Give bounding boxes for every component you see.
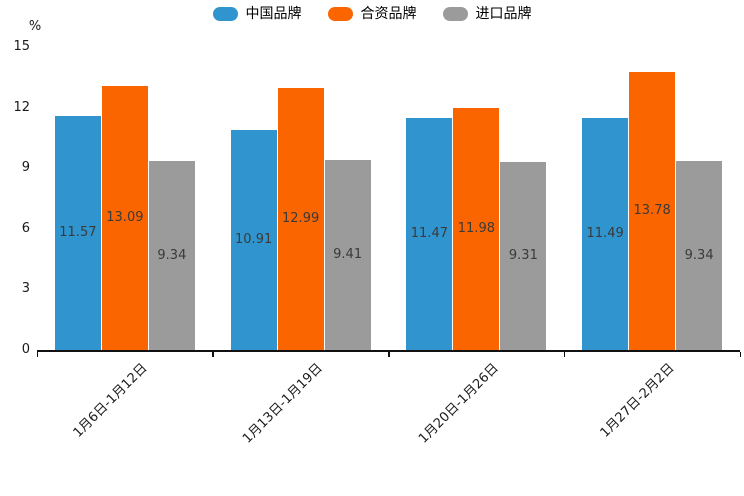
- bar-value-label: 9.34: [684, 247, 714, 263]
- x-tick-label: 1月20日-1月26日: [416, 360, 502, 447]
- y-tick-label: 15: [13, 39, 30, 54]
- x-axis-tick: [388, 352, 390, 357]
- bar-value-label: 9.34: [157, 247, 187, 263]
- bar-value-label: 9.31: [508, 247, 538, 263]
- x-tick-label: 1月13日-1月19日: [240, 360, 327, 447]
- y-tick-label: 9: [21, 160, 30, 176]
- bar-进口品牌-3: [676, 161, 723, 350]
- bar-进口品牌-0: [148, 161, 195, 350]
- chart-legend: 中国品牌 合资品牌 进口品牌: [0, 7, 744, 21]
- legend-swatch-icon: [327, 7, 353, 21]
- x-tick-label: 1月27日-2月2日: [597, 360, 678, 441]
- bar-进口品牌-2: [500, 161, 547, 350]
- bar-value-label: 13.78: [633, 202, 671, 218]
- x-axis-line: [37, 350, 740, 352]
- legend-swatch-icon: [212, 7, 238, 21]
- x-axis-tick: [739, 352, 741, 357]
- y-tick-label: 0: [21, 342, 30, 357]
- bar-合资品牌-0: [101, 85, 148, 350]
- bar-value-label: 11.57: [59, 225, 97, 241]
- legend-item-label: 中国品牌: [245, 6, 302, 22]
- y-axis-unit-label: %: [28, 19, 42, 34]
- legend-item-series-0[interactable]: 中国品牌: [212, 6, 302, 22]
- bar-value-label: 9.41: [333, 246, 363, 262]
- bar-value-label: 12.99: [282, 210, 320, 226]
- y-tick-label: 6: [21, 220, 30, 236]
- bar-合资品牌-1: [277, 87, 324, 350]
- bar-中国品牌-1: [230, 129, 277, 350]
- bar-中国品牌-0: [54, 116, 101, 350]
- bar-合资品牌-3: [629, 71, 676, 350]
- bar-进口品牌-1: [324, 159, 371, 350]
- bar-合资品牌-2: [453, 108, 500, 350]
- y-tick-label: 12: [13, 99, 30, 115]
- legend-item-label: 进口品牌: [475, 6, 532, 22]
- x-axis-tick: [36, 352, 38, 357]
- x-axis-tick: [563, 352, 566, 357]
- legend-swatch-icon: [442, 7, 468, 21]
- bar-value-label: 10.91: [235, 231, 273, 247]
- y-tick-label: 3: [21, 281, 30, 297]
- bar-中国品牌-2: [406, 118, 453, 350]
- legend-item-series-2[interactable]: 进口品牌: [442, 6, 532, 22]
- bar-value-label: 11.98: [457, 221, 495, 236]
- bar-中国品牌-3: [582, 117, 629, 350]
- legend-item-series-1[interactable]: 合资品牌: [327, 6, 417, 22]
- x-axis-tick: [212, 352, 214, 357]
- x-tick-label: 1月6日-1月12日: [70, 360, 151, 441]
- bar-value-label: 11.49: [586, 225, 624, 241]
- legend-item-label: 合资品牌: [360, 6, 417, 22]
- bar-value-label: 13.09: [106, 209, 144, 225]
- bar-value-label: 11.47: [410, 226, 448, 242]
